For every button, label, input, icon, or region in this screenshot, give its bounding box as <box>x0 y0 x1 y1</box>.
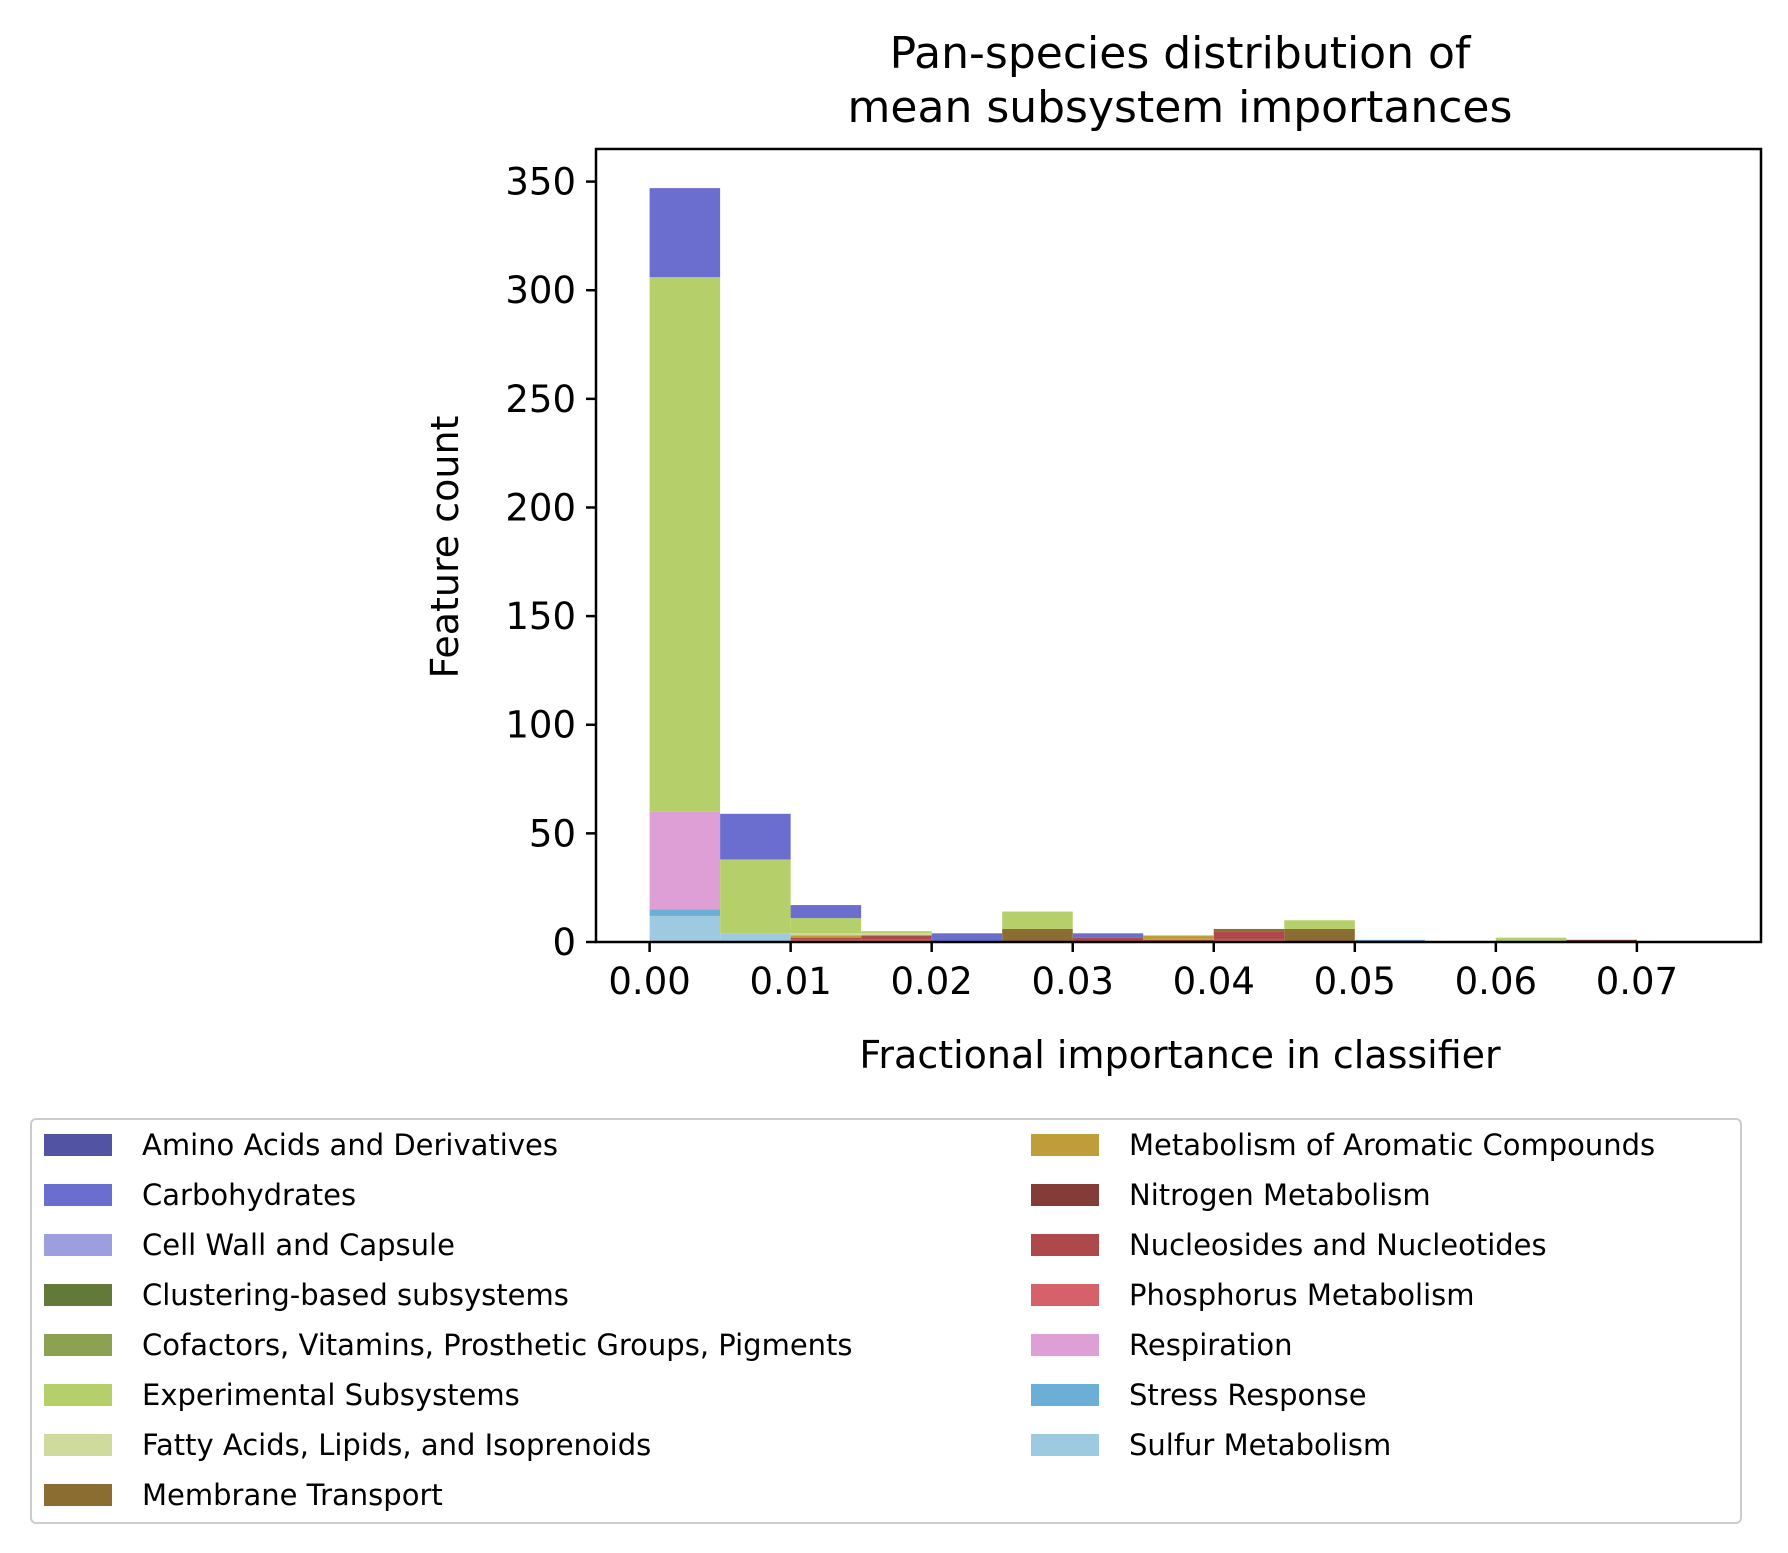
bar-7-bin-5 <box>1002 928 1073 942</box>
y-axis-ticks: 0 50 100 150 200 250 300 350 <box>505 161 596 964</box>
bar-13-bin-2 <box>790 905 862 919</box>
legend-swatch <box>1031 1184 1099 1206</box>
chart-title-line-1: Pan-species distribution of <box>890 28 1472 79</box>
legend-item: Experimental Subsystems <box>44 1378 520 1412</box>
bar-9-bin-5 <box>1002 911 1073 929</box>
y-tick-label-4: 200 <box>505 486 576 529</box>
x-tick-label-6: 0.06 <box>1455 960 1537 1003</box>
bar-9-bin-9 <box>1284 920 1355 929</box>
legend-swatch <box>1031 1134 1099 1156</box>
bar-7-bin-8 <box>1213 928 1285 932</box>
legend-item: Clustering-based subsystems <box>44 1278 569 1312</box>
x-tick-label-0: 0.00 <box>608 960 690 1003</box>
legend-item: Cofactors, Vitamins, Prosthetic Groups, … <box>44 1328 853 1362</box>
y-tick-label-0: 0 <box>552 921 576 964</box>
legend-label: Sulfur Metabolism <box>1129 1428 1392 1462</box>
bar-4-bin-2 <box>790 937 862 940</box>
legend-swatch <box>44 1284 112 1306</box>
legend-swatch <box>44 1134 112 1156</box>
y-tick-label-1: 50 <box>529 812 576 855</box>
legend-item: Fatty Acids, Lipids, and Isoprenoids <box>44 1428 652 1462</box>
legend-item: Amino Acids and Derivatives <box>44 1128 558 1162</box>
legend-swatch <box>44 1434 112 1456</box>
x-axis-ticks: 0.00 0.01 0.02 0.03 0.04 0.05 0.06 0.07 <box>608 942 1678 1003</box>
bar-2-bin-0 <box>649 811 721 910</box>
bar-13-bin-4 <box>931 933 1003 942</box>
bar-9-bin-3 <box>861 931 932 934</box>
legend-label: Stress Response <box>1129 1378 1367 1412</box>
x-tick-label-2: 0.02 <box>890 960 972 1003</box>
plot-frame <box>594 147 1763 944</box>
legend-item: Respiration <box>1031 1328 1293 1362</box>
legend-label: Fatty Acids, Lipids, and Isoprenoids <box>142 1428 652 1462</box>
legend-label: Respiration <box>1129 1328 1293 1362</box>
chart-title-line-2: mean subsystem importances <box>848 82 1513 133</box>
bar-4-bin-6 <box>1072 937 1144 942</box>
legend-swatch <box>44 1184 112 1206</box>
x-axis-label: Fractional importance in classifier <box>859 1033 1501 1077</box>
legend-label: Carbohydrates <box>142 1178 357 1212</box>
legend-label: Cell Wall and Capsule <box>142 1228 455 1262</box>
legend-item: Phosphorus Metabolism <box>1031 1278 1475 1312</box>
bar-9-bin-12 <box>1495 937 1567 942</box>
bar-6-bin-2 <box>790 935 862 938</box>
x-tick-label-7: 0.07 <box>1596 960 1678 1003</box>
y-tick-label-2: 100 <box>505 704 576 747</box>
legend-item: Carbohydrates <box>44 1178 357 1212</box>
legend-label: Experimental Subsystems <box>142 1378 520 1412</box>
y-tick-label-6: 300 <box>505 269 576 312</box>
legend-swatch <box>44 1334 112 1356</box>
legend-label: Phosphorus Metabolism <box>1129 1278 1475 1312</box>
x-tick-label-1: 0.01 <box>749 960 831 1003</box>
y-tick-label-7: 350 <box>505 161 576 204</box>
bar-6-bin-7 <box>1143 935 1214 940</box>
legend-swatch <box>1031 1384 1099 1406</box>
legend-label: Nitrogen Metabolism <box>1129 1178 1431 1212</box>
bar-4-bin-8 <box>1213 931 1285 940</box>
legend-swatch <box>44 1484 112 1506</box>
legend-label: Amino Acids and Derivatives <box>142 1128 558 1162</box>
legend-label: Membrane Transport <box>142 1478 443 1512</box>
legend-item: Nucleosides and Nucleotides <box>1031 1228 1547 1262</box>
legend-swatch <box>1031 1284 1099 1306</box>
y-tick-label-5: 250 <box>505 378 576 421</box>
bar-9-bin-0 <box>649 277 721 812</box>
legend-item: Nitrogen Metabolism <box>1031 1178 1431 1212</box>
legend-swatch <box>1031 1334 1099 1356</box>
bar-13-bin-1 <box>720 813 791 860</box>
bar-8-bin-3 <box>861 933 932 936</box>
legend-item: Stress Response <box>1031 1378 1367 1412</box>
legend-label: Clustering-based subsystems <box>142 1278 569 1312</box>
bar-8-bin-2 <box>790 933 862 936</box>
bar-0-bin-1 <box>720 933 791 942</box>
x-tick-label-4: 0.04 <box>1173 960 1255 1003</box>
y-axis-label: Feature count <box>423 416 467 679</box>
bar-4-bin-3 <box>861 935 932 940</box>
legend: Amino Acids and Derivatives Carbohydrates… <box>30 1118 1742 1524</box>
legend-swatch <box>44 1234 112 1256</box>
legend-swatch <box>1031 1434 1099 1456</box>
bar-0-bin-0 <box>649 915 721 942</box>
bar-9-bin-1 <box>720 859 791 934</box>
bar-9-bin-2 <box>790 918 862 934</box>
bar-7-bin-9 <box>1284 928 1355 942</box>
x-tick-label-5: 0.05 <box>1314 960 1396 1003</box>
legend-item: Cell Wall and Capsule <box>44 1228 455 1262</box>
bar-13-bin-0 <box>649 188 721 278</box>
legend-item: Membrane Transport <box>44 1478 443 1512</box>
legend-swatch <box>1031 1234 1099 1256</box>
x-tick-label-3: 0.03 <box>1032 960 1114 1003</box>
legend-item: Metabolism of Aromatic Compounds <box>1031 1128 1656 1162</box>
bar-13-bin-6 <box>1072 933 1144 938</box>
legend-label: Metabolism of Aromatic Compounds <box>1129 1128 1656 1162</box>
y-tick-label-3: 150 <box>505 595 576 638</box>
bar-1-bin-0 <box>649 909 721 916</box>
bars-group <box>649 188 1637 942</box>
legend-item: Sulfur Metabolism <box>1031 1428 1392 1462</box>
legend-swatch <box>44 1384 112 1406</box>
legend-label: Cofactors, Vitamins, Prosthetic Groups, … <box>142 1328 853 1362</box>
legend-label: Nucleosides and Nucleotides <box>1129 1228 1547 1262</box>
